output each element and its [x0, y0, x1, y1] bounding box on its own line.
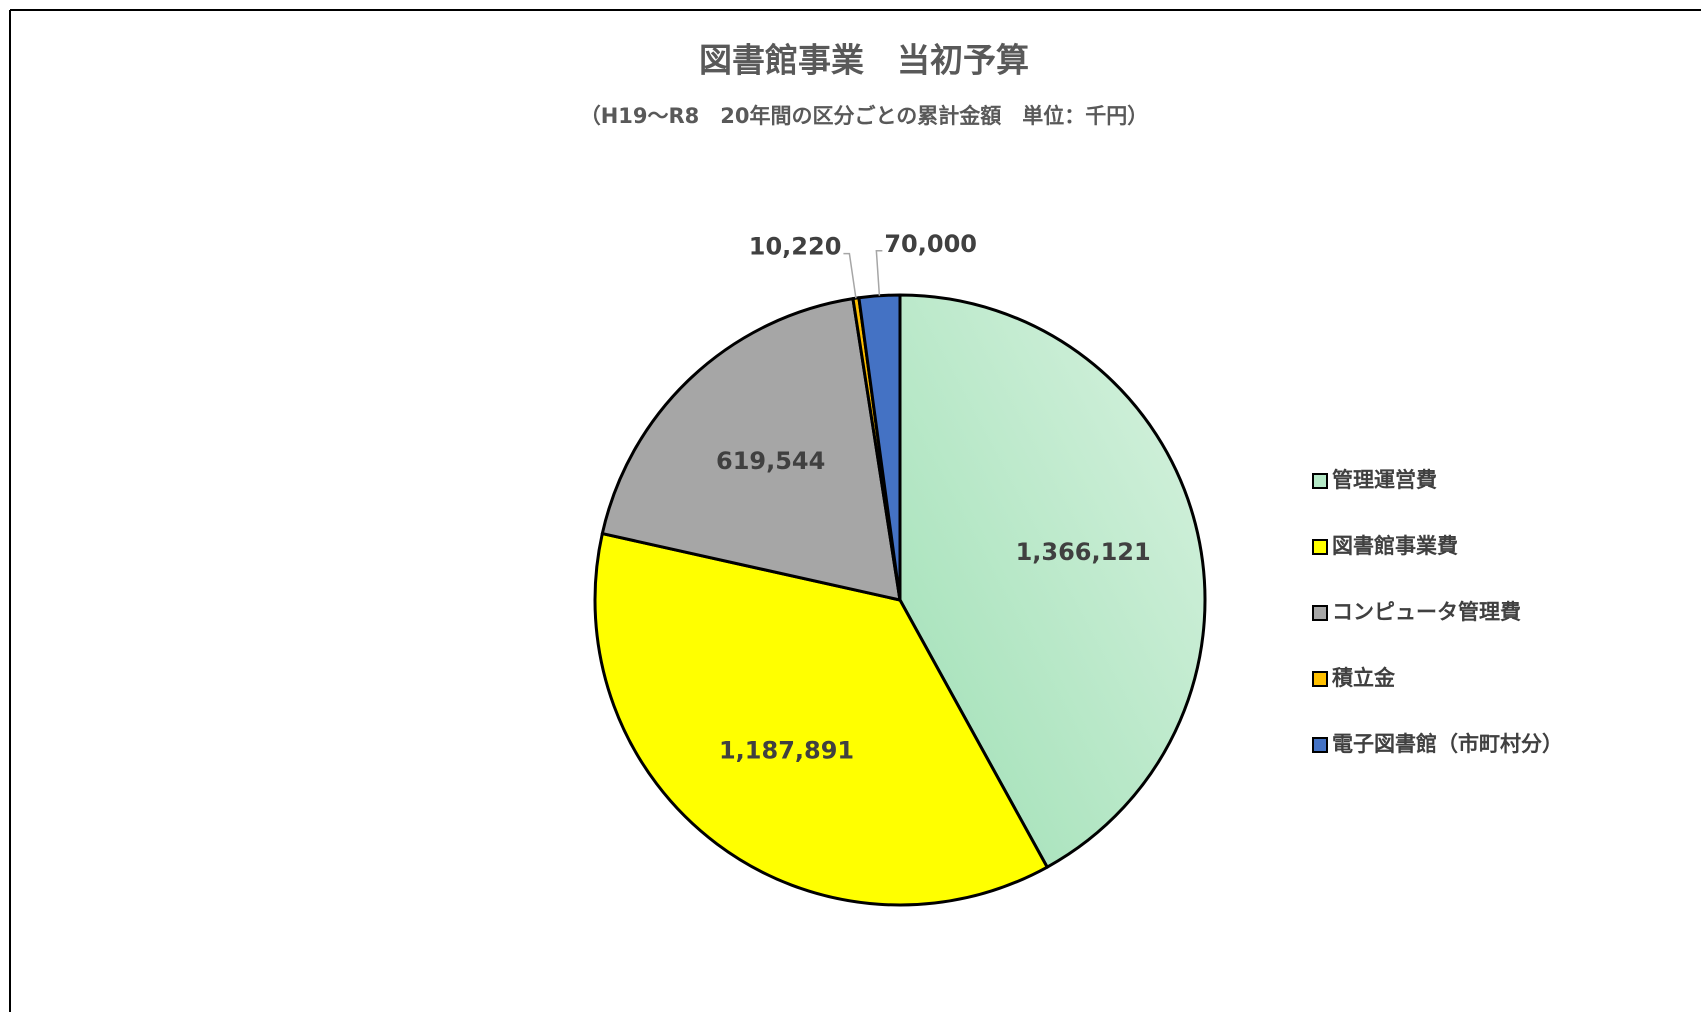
leader-line	[843, 252, 857, 299]
legend-swatch	[1312, 605, 1328, 621]
data-label: 1,366,121	[1016, 538, 1151, 566]
legend-swatch	[1312, 737, 1328, 753]
legend-label: コンピュータ管理費	[1332, 600, 1521, 624]
pie-slice	[898, 293, 1207, 869]
data-label: 1,187,891	[719, 736, 854, 764]
legend-swatch	[1312, 539, 1328, 555]
legend-label: 電子図書館（市町村分）	[1332, 732, 1563, 756]
leader-line	[875, 250, 883, 296]
data-label: 619,544	[716, 447, 825, 475]
legend-label: 管理運営費	[1332, 468, 1437, 492]
pie-slice	[593, 532, 1049, 907]
data-label: 70,000	[884, 230, 977, 258]
legend-label: 図書館事業費	[1332, 534, 1458, 558]
legend-swatch	[1312, 473, 1328, 489]
legend-swatch	[1312, 671, 1328, 687]
data-label: 10,220	[749, 233, 842, 261]
chart-subtitle: （H19～R8 20年間の区分ごとの累計金額 単位：千円）	[580, 104, 1149, 128]
chart-title: 図書館事業 当初予算	[699, 41, 1029, 80]
pie-slice	[600, 297, 902, 602]
legend-label: 積立金	[1332, 666, 1396, 690]
